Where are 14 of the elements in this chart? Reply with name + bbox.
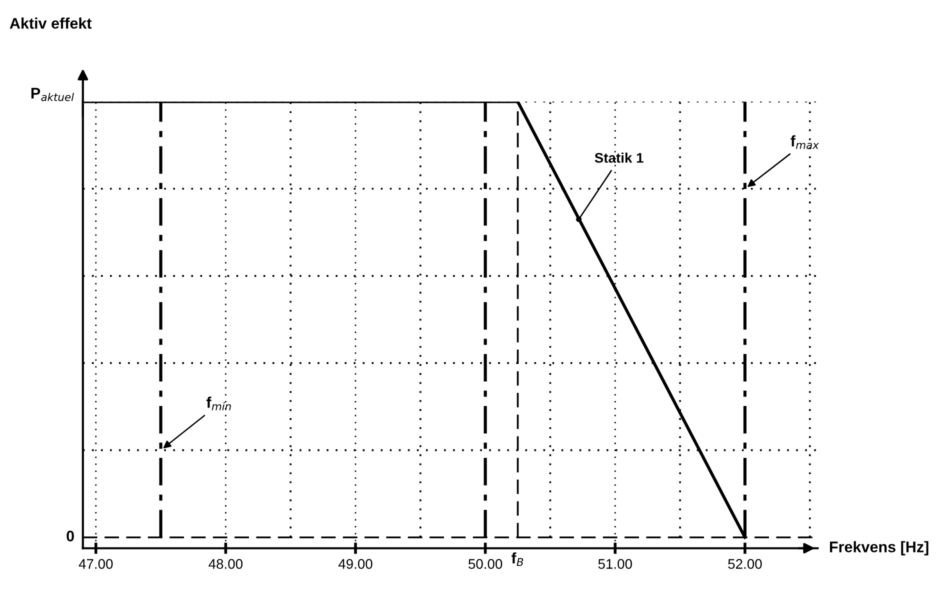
ref-line-label: 0 bbox=[66, 530, 74, 542]
ref-line-label: f$_{min}$ bbox=[206, 396, 231, 410]
x-axis-title: Frekvens [Hz] bbox=[830, 541, 928, 556]
x-tick-label: 48.00 bbox=[208, 559, 243, 569]
ref-line-label: f$_{B}$ bbox=[511, 552, 524, 566]
x-tick-label: 52.00 bbox=[728, 559, 762, 569]
ref-line-label: f$_{max}$ bbox=[790, 135, 820, 149]
x-tick-label: 47.00 bbox=[78, 559, 113, 569]
ref-line-label: P$_{aktuel}$ bbox=[31, 88, 74, 102]
annotation: Statik 1 bbox=[594, 152, 644, 163]
y-axis-title: Aktiv effekt bbox=[10, 18, 92, 29]
x-tick-label: 49.00 bbox=[338, 559, 372, 569]
x-tick-label: 51.00 bbox=[598, 559, 632, 569]
x-tick-label: 50.00 bbox=[468, 559, 502, 569]
